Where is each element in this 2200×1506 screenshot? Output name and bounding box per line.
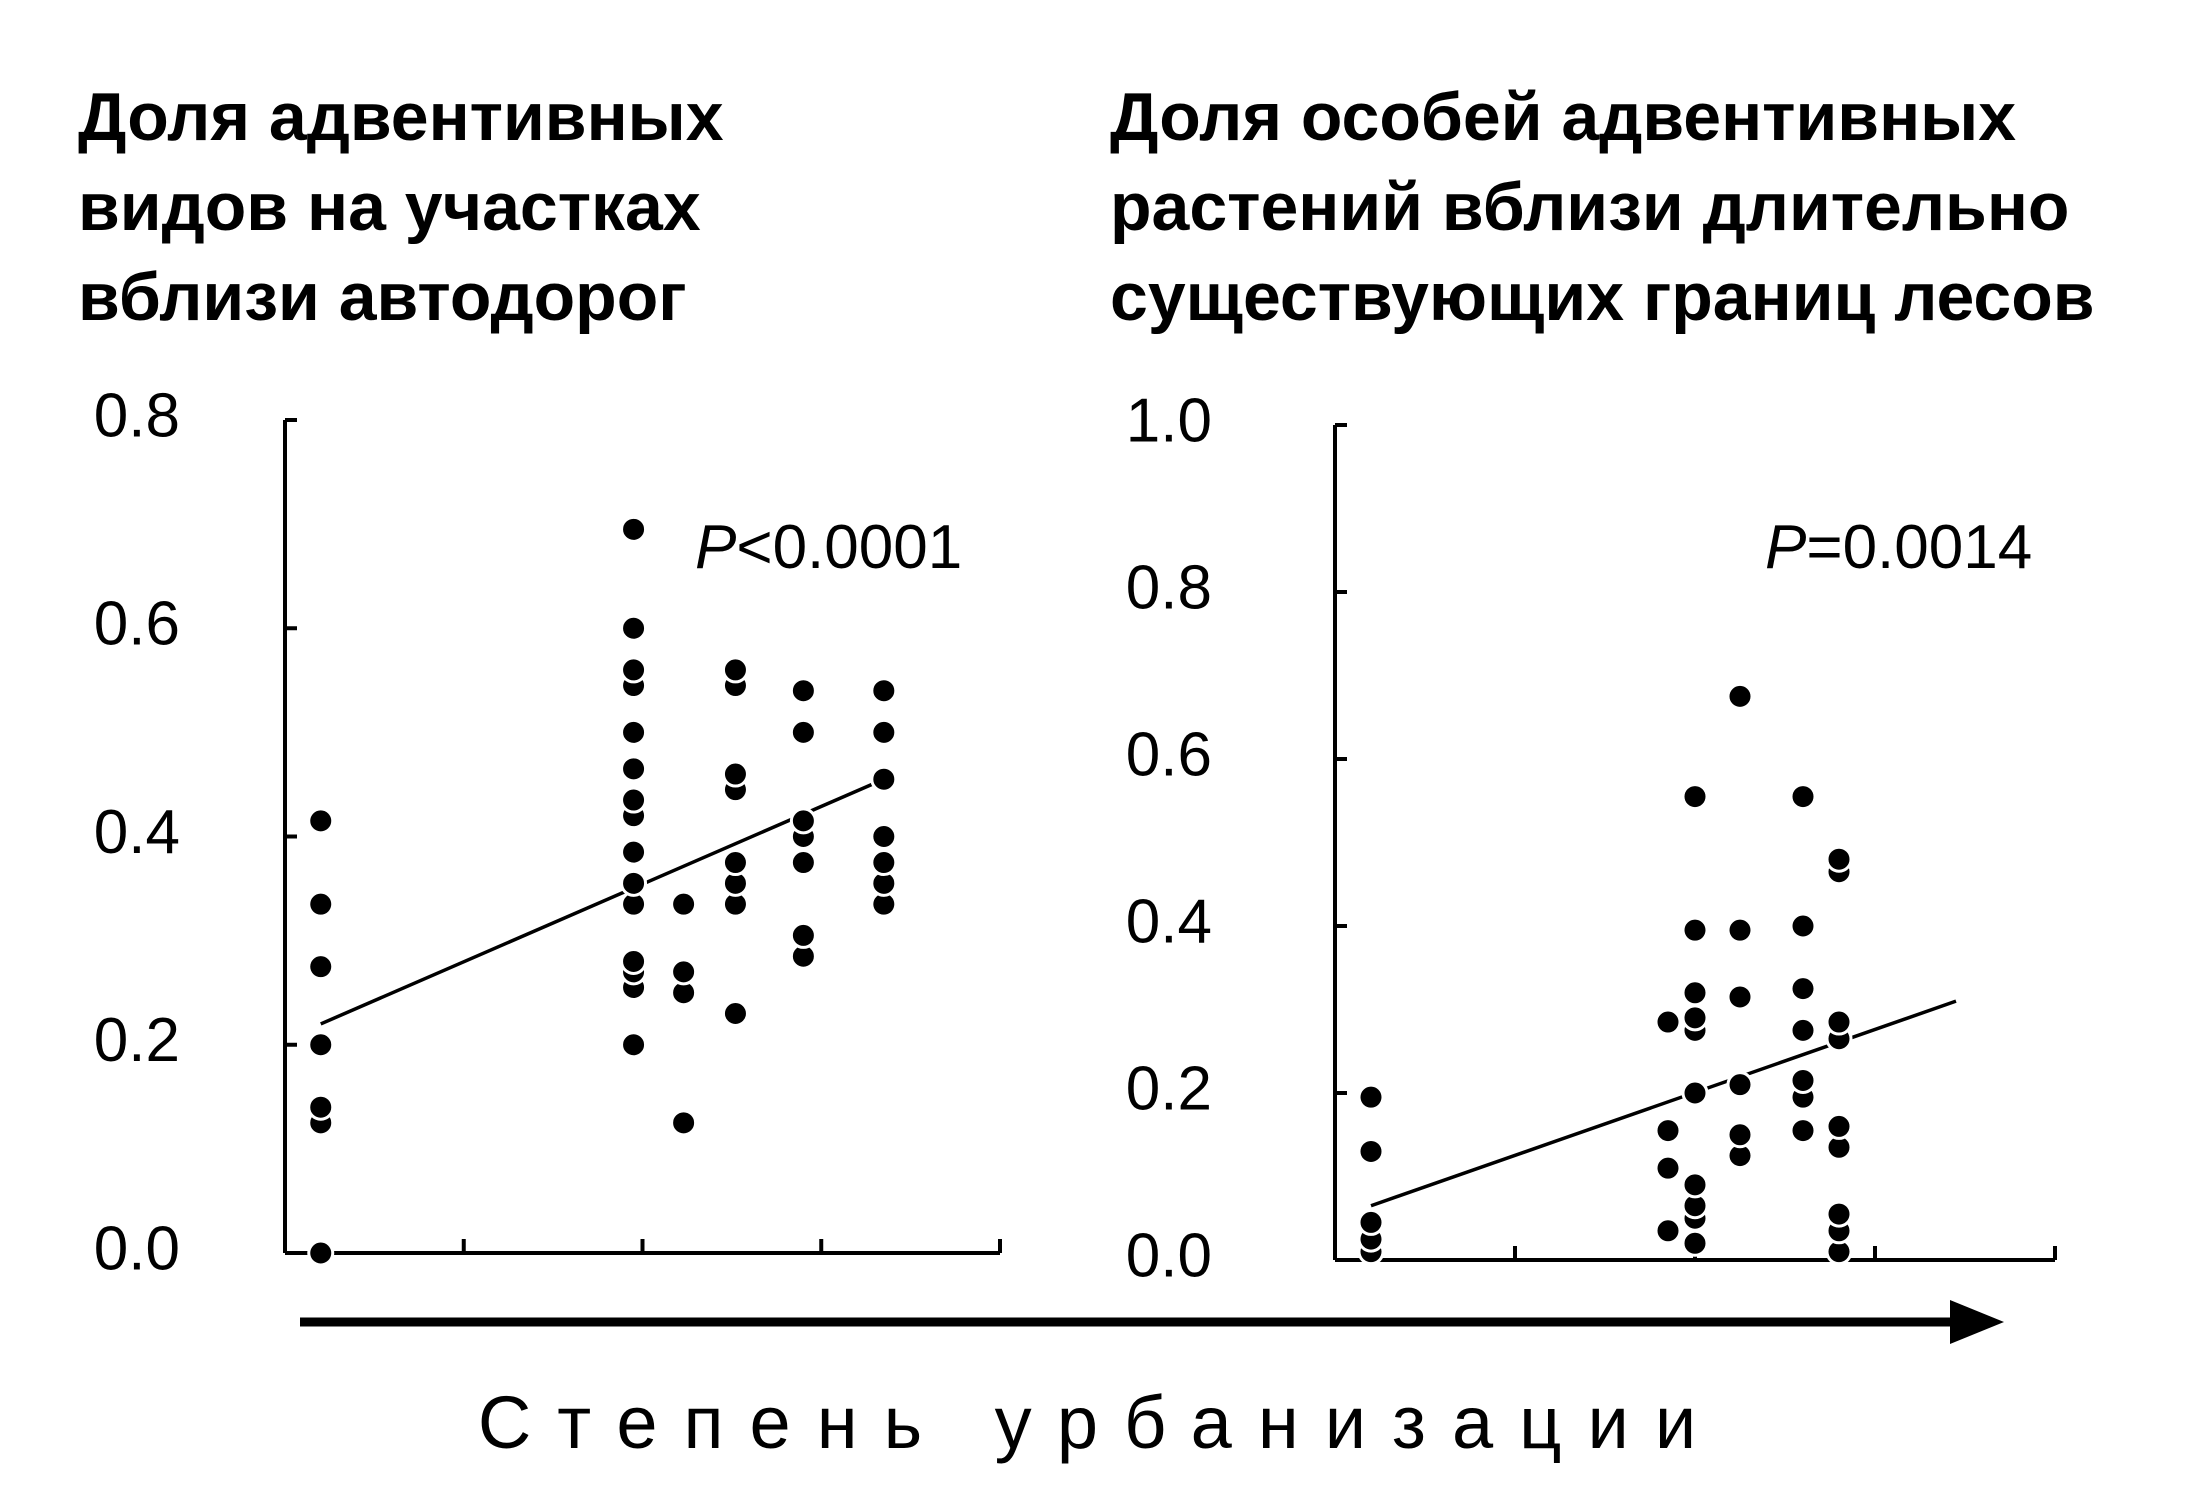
right-data-point: [1789, 1066, 1817, 1094]
left-data-point: [721, 656, 749, 684]
left-data-point: [870, 849, 898, 877]
left-data-point: [307, 953, 335, 981]
right-data-point: [1726, 1071, 1754, 1099]
x-axis-label: Степень урбанизации: [477, 1381, 1723, 1464]
right-p-value: P=0.0014: [1765, 513, 2032, 582]
right-p-value-text: =0.0014: [1806, 513, 2032, 582]
left-data-point: [307, 890, 335, 918]
right-data-point: [1681, 916, 1709, 944]
left-data-point: [620, 947, 648, 975]
left-scatter-plot: 0.0 0.2 0.4 0.6 0.8 P<0.0001: [94, 381, 1002, 1283]
left-data-point: [620, 838, 648, 866]
left-data-point: [870, 677, 898, 705]
left-data-point: [721, 1000, 749, 1028]
right-data-point: [1681, 1229, 1709, 1257]
right-data-point: [1681, 1079, 1709, 1107]
left-y-tick-label: 0.8: [94, 381, 180, 450]
left-data-point: [789, 921, 817, 949]
right-data-point: [1825, 1200, 1853, 1228]
right-data-point: [1681, 783, 1709, 811]
left-data-point: [620, 614, 648, 642]
left-data-point: [870, 823, 898, 850]
right-data-point: [1654, 1008, 1682, 1036]
right-data-point: [1726, 682, 1754, 710]
left-data-point: [721, 760, 749, 788]
right-data-point: [1825, 1008, 1853, 1036]
right-data-point: [1357, 1083, 1385, 1111]
left-data-point: [870, 718, 898, 746]
left-p-symbol: P: [695, 513, 736, 582]
left-data-point: [620, 656, 648, 684]
right-chart-title: Доля особей адвентивных растений вблизи …: [1110, 79, 2095, 335]
right-data-point: [1726, 1121, 1754, 1149]
left-data-point: [620, 869, 648, 897]
right-data-point: [1789, 975, 1817, 1003]
left-data-point: [307, 1239, 335, 1267]
right-scatter-plot: 0.0 0.2 0.4 0.6 0.8 1.0 P=0.0014: [1126, 386, 2057, 1290]
urbanization-arrow: [300, 1300, 2004, 1344]
right-y-tick-label: 0.0: [1126, 1221, 1212, 1290]
left-y-tick-label: 0.4: [94, 798, 180, 867]
left-p-value: P<0.0001: [695, 513, 962, 582]
left-data-point: [670, 890, 698, 918]
right-data-point: [1825, 845, 1853, 873]
left-data-point: [307, 1093, 335, 1121]
left-data-point: [789, 849, 817, 877]
left-data-point: [620, 718, 648, 746]
right-data-point: [1726, 916, 1754, 944]
right-y-tick-label: 0.4: [1126, 887, 1212, 956]
right-data-point: [1825, 1112, 1853, 1140]
right-data-point: [1789, 783, 1817, 811]
right-data-point: [1681, 1004, 1709, 1032]
left-data-point: [620, 755, 648, 783]
right-data-point: [1681, 1171, 1709, 1199]
right-data-point: [1654, 1117, 1682, 1145]
right-data-point: [1357, 1208, 1385, 1236]
left-chart-title: Доля адвентивных видов на участках вблиз…: [78, 79, 724, 335]
left-data-point: [307, 1031, 335, 1059]
left-data-point: [789, 807, 817, 835]
right-y-tick-label: 0.2: [1126, 1054, 1212, 1123]
right-data-point: [1789, 1117, 1817, 1145]
right-data-point: [1726, 983, 1754, 1011]
right-data-point: [1654, 1217, 1682, 1245]
left-data-point: [870, 765, 898, 793]
right-data-point: [1681, 979, 1709, 1007]
left-data-point: [789, 677, 817, 705]
right-y-tick-label: 1.0: [1126, 386, 1212, 455]
right-p-symbol: P: [1765, 513, 1806, 582]
left-data-point: [670, 1109, 698, 1137]
left-y-tick-label: 0.0: [94, 1214, 180, 1283]
left-data-point: [721, 849, 749, 877]
left-data-point: [620, 1031, 648, 1059]
left-data-point: [670, 958, 698, 986]
right-data-point: [1789, 1016, 1817, 1044]
right-data-point: [1357, 1137, 1385, 1165]
right-y-tick-label: 0.6: [1126, 720, 1212, 789]
right-data-point: [1654, 1154, 1682, 1182]
left-data-point: [307, 807, 335, 835]
left-y-tick-label: 0.2: [94, 1006, 180, 1075]
right-y-tick-label: 0.8: [1126, 553, 1212, 622]
left-p-value-text: <0.0001: [736, 513, 962, 582]
left-data-point: [620, 515, 648, 543]
left-y-tick-label: 0.6: [94, 590, 180, 659]
left-data-point: [620, 786, 648, 814]
right-trend-line: [1370, 999, 1957, 1208]
left-data-point: [789, 718, 817, 746]
right-data-point: [1789, 912, 1817, 940]
arrow-head: [1950, 1300, 2004, 1344]
